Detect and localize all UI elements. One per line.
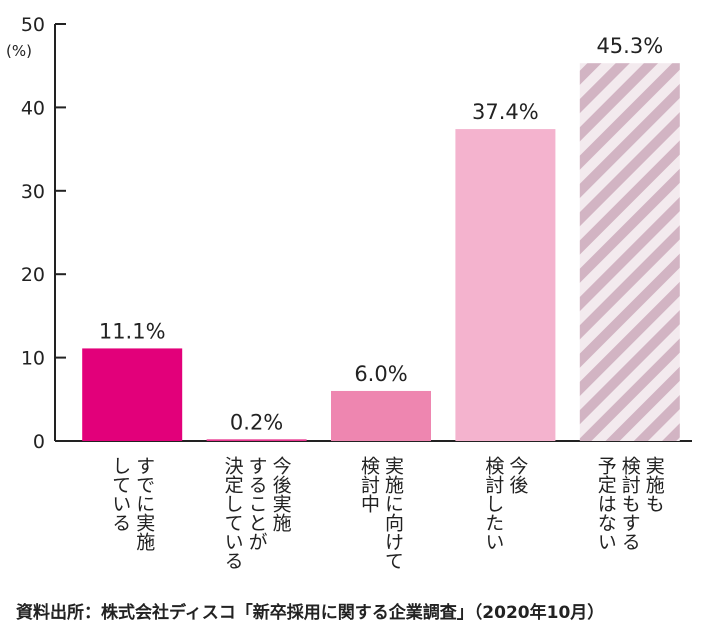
category-label-line: している — [109, 456, 131, 532]
y-ticks: 0 10 20 30 40 50 — [21, 14, 66, 453]
y-tick-label: 30 — [21, 181, 45, 203]
category-label-line: することが — [246, 456, 268, 551]
data-label: 6.0% — [354, 362, 407, 386]
bars — [82, 63, 680, 442]
category-label-line: 検討もする — [619, 456, 641, 551]
bar — [206, 439, 307, 441]
category-label-line: 今後実施 — [270, 456, 292, 532]
category-label-line: 実施も — [643, 456, 665, 513]
y-tick-label: 10 — [21, 348, 45, 370]
source-note: 資料出所：株式会社ディスコ「新卒採用に関する企業調査」（2020年10月） — [16, 603, 605, 623]
data-label: 11.1% — [99, 319, 166, 343]
data-label: 0.2% — [230, 410, 283, 434]
y-tick-label: 0 — [33, 431, 45, 453]
category-label-line: 今後 — [506, 456, 528, 494]
category-label-line: 決定している — [222, 456, 244, 570]
y-tick-label: 40 — [21, 97, 45, 119]
bar — [82, 348, 183, 441]
data-label: 37.4% — [472, 100, 539, 124]
category-label-line: すでに実施 — [133, 456, 155, 551]
category-label-line: 検討したい — [482, 456, 504, 551]
bar — [331, 390, 431, 441]
bar — [579, 63, 680, 442]
value-labels: 11.1% 0.2% 6.0% 37.4% 45.3% — [99, 34, 663, 434]
y-axis-unit-label: (%) — [6, 42, 32, 60]
y-tick-label: 50 — [21, 14, 45, 36]
bar — [455, 129, 556, 442]
category-label-line: 予定はない — [595, 456, 617, 551]
category-label-line: 実施に向けて — [382, 456, 404, 570]
category-label-line: 検討中 — [358, 456, 380, 513]
data-label: 45.3% — [596, 34, 663, 58]
y-tick-label: 20 — [21, 264, 45, 286]
